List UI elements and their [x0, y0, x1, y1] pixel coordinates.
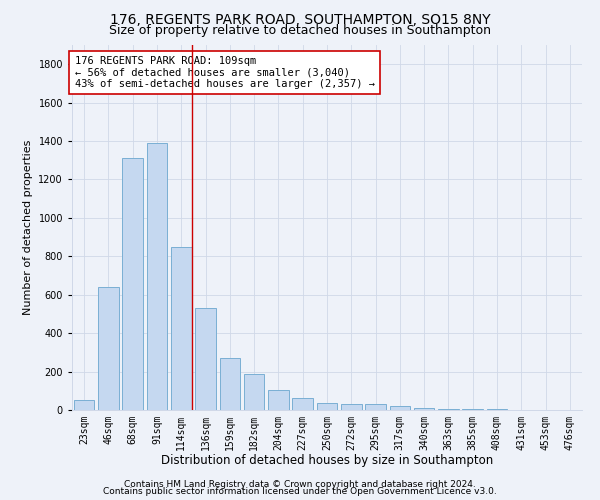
- Bar: [438, 409, 459, 410]
- Bar: [292, 398, 313, 410]
- Y-axis label: Number of detached properties: Number of detached properties: [23, 140, 33, 315]
- Bar: [365, 404, 386, 410]
- Bar: [244, 374, 265, 410]
- Text: Contains HM Land Registry data © Crown copyright and database right 2024.: Contains HM Land Registry data © Crown c…: [124, 480, 476, 489]
- Bar: [98, 287, 119, 410]
- Bar: [463, 409, 483, 410]
- Bar: [195, 308, 216, 410]
- X-axis label: Distribution of detached houses by size in Southampton: Distribution of detached houses by size …: [161, 454, 493, 468]
- Bar: [74, 400, 94, 410]
- Bar: [146, 143, 167, 410]
- Text: Size of property relative to detached houses in Southampton: Size of property relative to detached ho…: [109, 24, 491, 37]
- Bar: [414, 408, 434, 410]
- Text: 176, REGENTS PARK ROAD, SOUTHAMPTON, SO15 8NY: 176, REGENTS PARK ROAD, SOUTHAMPTON, SO1…: [110, 12, 490, 26]
- Bar: [122, 158, 143, 410]
- Bar: [268, 390, 289, 410]
- Bar: [341, 404, 362, 410]
- Bar: [317, 404, 337, 410]
- Bar: [389, 406, 410, 410]
- Bar: [220, 358, 240, 410]
- Text: Contains public sector information licensed under the Open Government Licence v3: Contains public sector information licen…: [103, 488, 497, 496]
- Text: 176 REGENTS PARK ROAD: 109sqm
← 56% of detached houses are smaller (3,040)
43% o: 176 REGENTS PARK ROAD: 109sqm ← 56% of d…: [74, 56, 374, 89]
- Bar: [171, 246, 191, 410]
